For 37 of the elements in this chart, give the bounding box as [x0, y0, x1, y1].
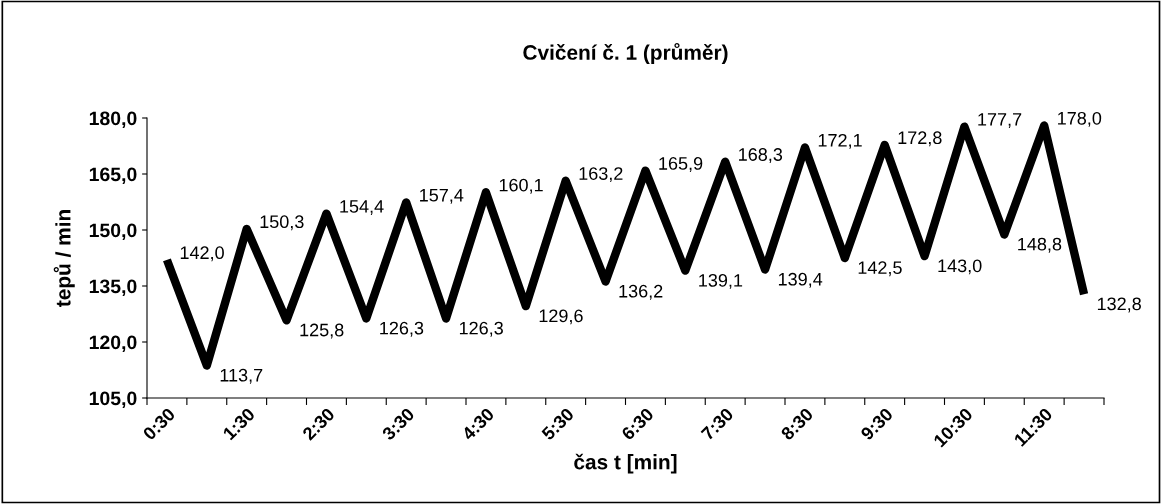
text: 129,6 [539, 309, 583, 325]
text: 139,1 [699, 273, 743, 289]
y-tick-label: 180,0 [89, 111, 137, 129]
text: 126,3 [380, 321, 424, 337]
text: 168,3 [739, 148, 783, 164]
x-tick-label: 7:30 [700, 407, 735, 441]
x-tick-label: 6:30 [620, 407, 655, 441]
y-tick-label: 165,0 [89, 167, 137, 185]
text: 142,0 [180, 246, 224, 262]
text: 150,3 [260, 215, 304, 231]
y-tick-label: 120,0 [89, 335, 137, 353]
text: 163,2 [579, 167, 623, 183]
text: 143,0 [938, 259, 982, 275]
text: 125,8 [300, 323, 344, 339]
text: 165,9 [659, 157, 703, 172]
text: 136,2 [619, 284, 663, 300]
text: 154,4 [340, 200, 384, 215]
text: 157,4 [420, 188, 464, 204]
text: 113,7 [220, 368, 263, 384]
y-tick-label: 135,0 [89, 279, 137, 297]
y-tick-label: 150,0 [89, 223, 137, 241]
y-axis-title: tepů / min [53, 210, 75, 307]
y-tick-label: 105,0 [89, 391, 137, 409]
text: 178,0 [1058, 111, 1102, 127]
text: 177,7 [978, 113, 1022, 128]
x-axis-title: čas t [min] [574, 453, 677, 474]
text: 160,1 [499, 178, 543, 194]
text: 142,5 [858, 261, 902, 277]
chart-title: Cvičení č. 1 (průměr) [523, 42, 728, 64]
text: 132,8 [1097, 297, 1141, 313]
x-tick-label: 4:30 [460, 407, 495, 442]
text: 172,8 [898, 131, 942, 147]
text: 139,4 [778, 272, 823, 288]
text: 148,8 [1018, 237, 1062, 253]
text: 172,1 [818, 133, 862, 149]
x-tick-label: 0:30 [142, 407, 176, 441]
text: 126,3 [459, 321, 503, 337]
